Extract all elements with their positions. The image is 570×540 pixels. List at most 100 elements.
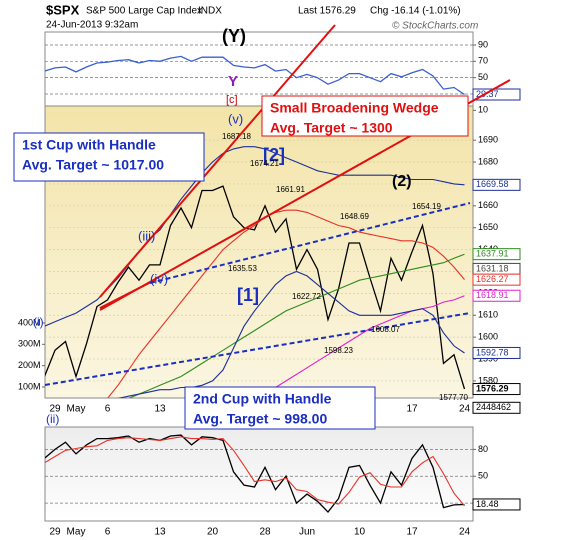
annotation: (iv)	[150, 271, 168, 286]
y-tick-label: 1690	[478, 135, 498, 145]
series-line	[257, 295, 465, 398]
value-box	[472, 289, 521, 302]
callout-text: Avg. Target ~ 1017.00	[22, 157, 164, 173]
value-box	[472, 178, 521, 191]
callout-box	[261, 95, 469, 137]
value-box	[472, 401, 521, 414]
x-tick-label: 24	[459, 404, 471, 415]
value-box-label: 1631.18	[476, 263, 509, 273]
source: © StockCharts.com	[392, 21, 478, 32]
callout-text: 1st Cup with Handle	[22, 137, 156, 153]
oscillator-panel	[44, 426, 474, 522]
annotation: [2]	[263, 145, 285, 165]
y-tick-label: 1660	[478, 200, 498, 210]
trend-line	[149, 202, 471, 284]
series-line	[45, 436, 465, 507]
x-tick-label: May	[67, 527, 86, 538]
value-box-label: 1618.91	[476, 290, 509, 300]
annotation: [1]	[237, 285, 259, 305]
y2-tick-label: 200M	[18, 360, 41, 370]
annotation: 1608.07	[371, 325, 400, 334]
y-tick-label: 1680	[478, 156, 498, 166]
annotation: (i)	[33, 315, 44, 329]
series-line	[45, 55, 465, 96]
value-box-label: 18.48	[476, 499, 499, 509]
callout-text: Avg. Target ~ 1300	[270, 120, 393, 136]
annotation: 1674.21	[250, 159, 279, 168]
value-box	[472, 248, 521, 261]
x-tick-label: May	[67, 404, 86, 415]
x-tick-label: 13	[154, 404, 166, 415]
annotation: (2)	[392, 173, 412, 190]
last-price: Last 1576.29	[298, 6, 356, 17]
y-tick-label: 70	[478, 56, 488, 66]
y-tick-label: 1580	[478, 375, 498, 385]
series-line	[128, 253, 465, 398]
x-tick-label: 24	[459, 527, 471, 538]
callout-text: Small Broadening Wedge	[270, 100, 439, 116]
x-tick-label: 6	[105, 527, 111, 538]
value-box-label: 1637.91	[476, 249, 509, 259]
series-line	[117, 270, 465, 398]
value-box	[472, 273, 521, 286]
annotation: (ii)	[46, 412, 59, 426]
annotation: 1622.72	[292, 292, 321, 301]
y-tick-label: 1650	[478, 222, 498, 232]
x-tick-label: 17	[406, 404, 418, 415]
annotation: (v)	[228, 111, 243, 126]
x-tick-label: 6	[105, 404, 111, 415]
value-box-label: 1626.27	[476, 274, 509, 284]
annotation: 1687.18	[222, 132, 251, 141]
change: Chg -16.14 (-1.01%)	[370, 6, 461, 17]
index-name: S&P 500 Large Cap Index	[86, 6, 202, 17]
callout-box	[184, 386, 376, 430]
annotation: [c]	[226, 94, 238, 106]
trend-line	[99, 24, 336, 298]
x-tick-label: 10	[354, 527, 366, 538]
callout-text: 2nd Cup with Handle	[193, 391, 332, 407]
series-line	[45, 185, 466, 390]
annotation: 1598.23	[324, 346, 353, 355]
y-tick-label: 1610	[478, 310, 498, 320]
value-box	[472, 346, 521, 359]
series-line	[107, 209, 465, 398]
value-box	[472, 383, 521, 396]
callout-box	[13, 132, 205, 182]
x-tick-label: 20	[207, 527, 219, 538]
callout-text: Avg. Target ~ 998.00	[193, 411, 327, 427]
exchange: INDX	[198, 6, 222, 17]
x-tick-label: 28	[259, 527, 271, 538]
annotation: 1635.53	[228, 264, 257, 273]
x-tick-label: 17	[406, 527, 418, 538]
value-box-label: 2448462	[476, 402, 511, 412]
trend-line	[99, 279, 156, 309]
y-tick-label: 50	[478, 72, 488, 82]
annotation: 1654.19	[412, 202, 441, 211]
x-tick-label: Jun	[299, 527, 315, 538]
y-tick-label: 50	[478, 471, 488, 481]
value-box	[472, 498, 521, 511]
annotation: 1648.69	[340, 212, 369, 221]
annotation: (Y)	[222, 26, 246, 46]
symbol: $SPX	[46, 2, 80, 17]
x-tick-label: 29	[49, 527, 61, 538]
value-box-label: 1669.58	[476, 179, 509, 189]
y2-tick-label: 300M	[18, 339, 41, 349]
y-tick-label: 80	[478, 444, 488, 454]
y-tick-label: 10	[478, 105, 488, 115]
annotation: 1661.91	[276, 185, 305, 194]
value-box	[472, 88, 521, 101]
x-tick-label: 29	[49, 404, 61, 415]
y-tick-label: 1600	[478, 332, 498, 342]
annotation: 1577.70	[439, 393, 468, 402]
y-tick-label: 90	[478, 39, 488, 49]
value-box-label: 1592.78	[476, 347, 509, 357]
rsi-panel	[44, 31, 474, 107]
annotation: (iii)	[138, 228, 155, 243]
x-tick-label: 13	[154, 527, 166, 538]
timestamp: 24-Jun-2013 9:32am	[46, 20, 138, 31]
series-line	[45, 434, 465, 513]
annotation: Y	[228, 73, 238, 90]
y2-tick-label: 100M	[18, 381, 41, 391]
